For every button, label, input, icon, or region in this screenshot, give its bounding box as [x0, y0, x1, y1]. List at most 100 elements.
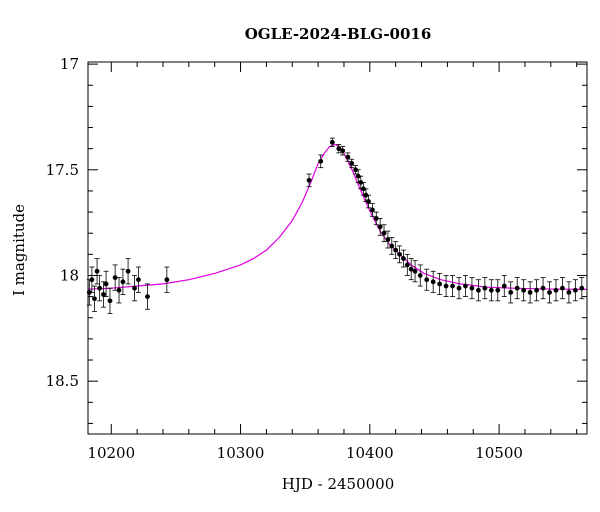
data-point-marker [450, 283, 455, 289]
data-point-marker [136, 277, 141, 283]
data-point [125, 258, 131, 285]
data-point [527, 281, 533, 304]
data-point [572, 279, 578, 302]
data-point [306, 173, 312, 188]
x-tick-label: 10300 [217, 444, 265, 462]
chart-title: OGLE-2024-BLG-0016 [245, 25, 432, 43]
data-point-marker [463, 283, 468, 289]
data-point [345, 152, 351, 162]
data-point [144, 283, 150, 310]
x-tick-label: 10400 [346, 444, 394, 462]
data-point-marker [437, 281, 443, 287]
data-point [404, 253, 410, 276]
data-point-marker [353, 167, 358, 173]
data-point-marker [370, 207, 375, 213]
data-point-marker [355, 173, 361, 179]
plot-frame [87, 61, 588, 435]
data-point-marker [547, 289, 552, 295]
data-point-marker [508, 289, 514, 295]
y-tick-label: 17.5 [46, 161, 79, 179]
data-point-marker [553, 287, 559, 293]
data-point-marker [540, 285, 546, 291]
data-point-marker [164, 277, 170, 283]
data-point-marker [103, 281, 109, 287]
data-point-marker [97, 285, 103, 291]
data-point-marker [397, 251, 402, 257]
data-point [424, 268, 430, 291]
y-tick-label: 18 [60, 266, 79, 284]
data-point-marker [318, 158, 324, 164]
data-point [412, 260, 418, 283]
data-point [400, 249, 406, 268]
data-point [469, 277, 475, 300]
data-point [381, 224, 387, 243]
data-point-marker [381, 230, 387, 236]
data-point [559, 277, 565, 300]
data-point [553, 279, 559, 302]
data-point [393, 241, 399, 259]
data-point [89, 266, 95, 293]
data-point-marker [306, 177, 312, 183]
data-point [488, 279, 494, 302]
data-points-group [86, 137, 585, 314]
data-point [475, 279, 481, 302]
data-point [462, 275, 468, 298]
data-point [547, 281, 553, 304]
data-point-marker [107, 298, 113, 304]
data-point [540, 277, 546, 300]
data-point [397, 245, 403, 264]
data-point-marker [424, 277, 430, 283]
y-axis-label: I magnitude [10, 204, 28, 296]
data-point [97, 275, 103, 302]
data-point-marker [527, 289, 533, 295]
data-point-marker [101, 292, 106, 297]
data-point [373, 211, 379, 226]
data-point-marker [417, 273, 423, 278]
data-point [430, 270, 436, 293]
data-point-marker [412, 268, 418, 274]
data-point-marker [132, 285, 137, 291]
data-point [107, 287, 113, 314]
data-point [349, 158, 355, 169]
data-point-marker [116, 287, 122, 293]
data-point [112, 264, 118, 291]
y-tick-label: 18.5 [46, 372, 79, 390]
data-point-marker [488, 287, 494, 293]
x-tick-label: 10500 [475, 444, 523, 462]
data-point-marker [495, 287, 501, 293]
data-point-marker [125, 268, 131, 274]
data-point [369, 203, 375, 217]
data-point-marker [373, 216, 379, 221]
data-point-marker [401, 256, 406, 261]
data-point [385, 230, 391, 249]
data-point [482, 277, 488, 300]
data-point-marker [145, 294, 150, 300]
data-point-marker [360, 186, 366, 192]
data-point [579, 277, 585, 300]
data-point [408, 258, 414, 281]
data-point-marker [329, 139, 335, 145]
data-point [508, 281, 514, 304]
data-point-marker [336, 146, 342, 152]
data-point [437, 272, 443, 295]
data-point-marker [385, 237, 391, 242]
data-point-marker [408, 266, 414, 272]
data-point-marker [393, 247, 399, 253]
data-point [366, 194, 372, 209]
data-point [329, 137, 335, 147]
data-point [521, 279, 527, 302]
data-point-marker [514, 285, 520, 291]
data-point-marker [443, 283, 449, 289]
data-point [534, 279, 540, 302]
data-point [501, 275, 507, 298]
data-point-marker [456, 285, 462, 291]
data-point [103, 270, 109, 298]
data-point [353, 165, 359, 175]
data-point [417, 264, 423, 287]
data-point [514, 277, 520, 300]
axes-group: 10200 10300 10400 10500 17 17.5 18 18.5 [46, 55, 588, 462]
model-curve-line [87, 143, 588, 290]
data-point-marker [358, 180, 364, 185]
data-point [389, 237, 395, 255]
